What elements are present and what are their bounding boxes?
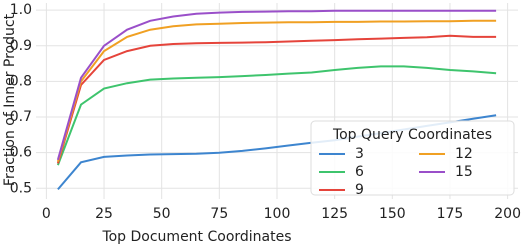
x-tick-label: 150	[379, 206, 406, 222]
x-tick-label: 175	[437, 206, 464, 222]
x-tick-label: 25	[95, 206, 113, 222]
x-axis-label: Top Document Coordinates	[101, 229, 291, 245]
legend-label: 6	[355, 164, 364, 180]
x-tick-label: 50	[153, 206, 171, 222]
legend-box	[310, 120, 515, 196]
y-tick-label: 0.7	[10, 109, 32, 125]
y-axis-label: Fraction of Inner Product	[2, 13, 18, 186]
y-tick-label: 0.9	[10, 38, 32, 54]
y-tick-label: 0.8	[10, 73, 32, 89]
y-tick-label: 0.6	[10, 145, 32, 161]
legend-label: 12	[455, 146, 473, 162]
legend-label: 3	[355, 146, 364, 162]
x-tick-label: 0	[42, 206, 51, 222]
x-tick-label: 200	[494, 206, 521, 222]
legend-label: 9	[355, 182, 364, 198]
series-line	[56, 9, 497, 161]
x-tick-label: 125	[321, 206, 348, 222]
y-tick-label: 0.5	[10, 180, 32, 196]
legend-label: 15	[455, 164, 473, 180]
series-line	[56, 65, 497, 166]
y-tick-label: 1.0	[10, 2, 32, 18]
series-line	[56, 19, 497, 162]
x-tick-label: 100	[264, 206, 291, 222]
legend-title: Top Query Coordinates	[332, 127, 492, 143]
series-line	[56, 34, 497, 164]
x-tick-label: 75	[210, 206, 228, 222]
